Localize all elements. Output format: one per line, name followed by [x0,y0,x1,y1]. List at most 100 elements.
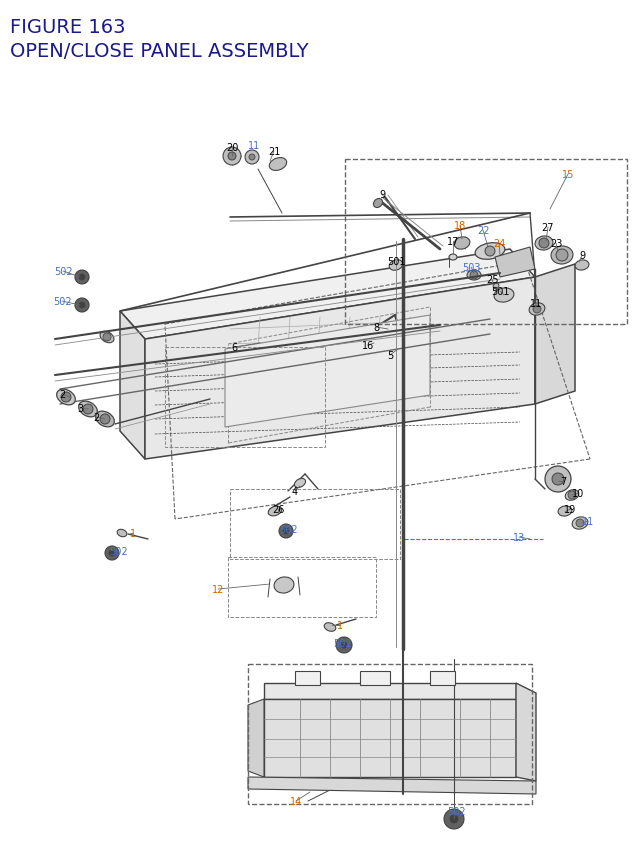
Circle shape [556,250,568,262]
Bar [228,557,376,617]
Text: 3: 3 [77,404,83,413]
Text: 4: 4 [292,486,298,497]
Text: 22: 22 [477,226,489,236]
Circle shape [228,152,236,161]
Circle shape [109,550,115,556]
Polygon shape [264,684,516,699]
Ellipse shape [294,479,305,488]
Text: 18: 18 [454,220,466,231]
Ellipse shape [529,303,545,316]
Ellipse shape [551,247,573,264]
Bar [430,672,455,685]
Bar [248,664,532,804]
Circle shape [341,642,347,648]
Polygon shape [145,278,535,460]
Bar [345,160,627,325]
Circle shape [61,393,71,403]
Polygon shape [535,264,575,405]
Ellipse shape [268,506,282,517]
Circle shape [539,238,549,249]
Ellipse shape [57,390,76,406]
Text: 20: 20 [226,143,238,152]
Text: 15: 15 [562,170,574,180]
Ellipse shape [374,199,383,208]
Ellipse shape [117,530,127,537]
Text: 501: 501 [387,257,405,267]
Ellipse shape [100,331,114,344]
Polygon shape [248,699,264,777]
Text: 8: 8 [373,323,379,332]
Text: 6: 6 [231,343,237,353]
Text: 12: 12 [212,585,224,594]
Text: OPEN/CLOSE PANEL ASSEMBLY: OPEN/CLOSE PANEL ASSEMBLY [10,42,308,61]
Text: 2: 2 [93,412,99,423]
Circle shape [103,333,111,342]
Circle shape [100,414,110,424]
Polygon shape [225,316,430,428]
Text: 5: 5 [387,350,393,361]
Ellipse shape [454,238,470,250]
Ellipse shape [449,255,457,261]
Ellipse shape [269,158,287,171]
Circle shape [552,474,564,486]
Text: 25: 25 [486,275,499,285]
Polygon shape [248,777,536,794]
Ellipse shape [389,260,403,271]
Text: 7: 7 [560,476,566,486]
Ellipse shape [493,284,499,289]
Ellipse shape [274,577,294,593]
Circle shape [79,275,85,281]
Circle shape [75,299,89,313]
Text: 11: 11 [530,299,542,308]
Text: 9: 9 [379,189,385,200]
Ellipse shape [565,490,579,501]
Polygon shape [120,250,535,339]
Text: 502: 502 [447,806,465,816]
Circle shape [545,467,571,492]
Circle shape [336,637,352,653]
Circle shape [444,809,464,829]
Polygon shape [516,684,536,781]
Text: 13: 13 [513,532,525,542]
Text: 24: 24 [493,238,505,249]
Text: 10: 10 [572,488,584,499]
Circle shape [485,247,495,257]
Text: 1: 1 [130,529,136,538]
Text: 17: 17 [447,237,459,247]
Circle shape [576,519,584,528]
Text: 14: 14 [290,796,302,806]
Ellipse shape [79,402,97,418]
Circle shape [75,270,89,285]
Text: 502: 502 [278,524,298,535]
Text: 502: 502 [333,638,351,648]
Text: 16: 16 [362,341,374,350]
Text: 502: 502 [54,267,72,276]
Text: 9: 9 [579,251,585,261]
Bar [230,489,400,560]
Ellipse shape [575,261,589,270]
Ellipse shape [475,244,505,260]
Circle shape [249,155,255,161]
Text: 502: 502 [109,547,127,556]
Text: 27: 27 [541,223,554,232]
Ellipse shape [572,517,588,530]
Text: 23: 23 [550,238,562,249]
Ellipse shape [467,270,481,281]
Circle shape [568,492,576,499]
Circle shape [245,151,259,164]
Text: 502: 502 [52,297,71,307]
Bar [165,348,325,448]
Ellipse shape [558,506,572,517]
Text: 11: 11 [582,517,594,526]
Circle shape [223,148,241,166]
Text: FIGURE 163: FIGURE 163 [10,18,125,37]
Circle shape [79,303,85,308]
Text: 26: 26 [272,505,284,514]
Circle shape [279,524,293,538]
Circle shape [450,815,458,823]
Ellipse shape [324,623,336,632]
Text: 21: 21 [268,147,280,157]
Polygon shape [120,312,145,460]
Ellipse shape [535,237,553,251]
Bar [360,672,390,685]
